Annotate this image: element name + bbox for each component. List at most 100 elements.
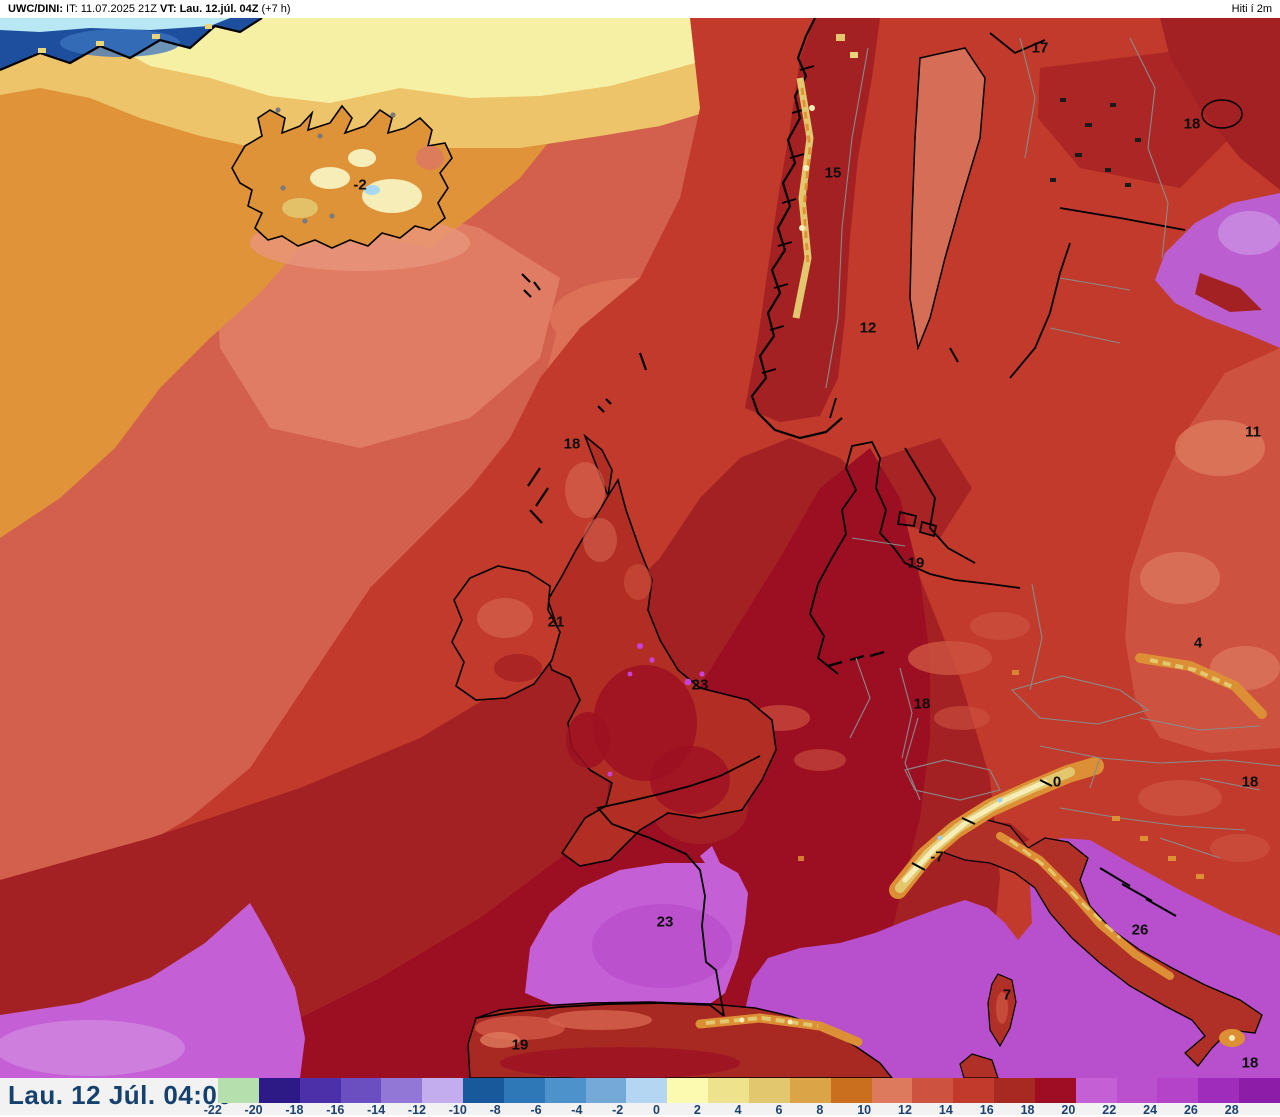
- legend-cell: [1198, 1078, 1240, 1103]
- country-borders: [825, 37, 1280, 859]
- temperature-label: 7: [1003, 987, 1011, 1004]
- footer-bar: Lau. 12 Júl. 04:00 -22 -20 -18 -16 -14 -12 -10…: [0, 1078, 1280, 1117]
- temperature-label: 4: [1194, 635, 1203, 652]
- lead-time: (+7 h): [258, 3, 291, 15]
- carpathians: [1135, 653, 1267, 719]
- legend-cell: [258, 1078, 300, 1103]
- east-salmon-region: [1125, 348, 1280, 753]
- legend-tick: 12: [898, 1103, 912, 1117]
- ireland-group: [451, 565, 561, 701]
- legend-cell: [381, 1078, 423, 1103]
- legend-cell: [1075, 1078, 1117, 1103]
- legend-cell: [871, 1078, 913, 1103]
- temperature-label: 19: [512, 1037, 529, 1054]
- valid-datetime: Lau. 12 Júl. 04:00: [8, 1080, 233, 1110]
- legend-cell: [708, 1078, 749, 1103]
- italy-group: [930, 817, 1263, 1078]
- temperature-label: 23: [692, 677, 709, 694]
- legend-tick: 2: [693, 1103, 701, 1117]
- legend-tick: -20: [244, 1103, 263, 1117]
- temperature-label: 12: [860, 320, 877, 337]
- legend-tick: 22: [1102, 1103, 1117, 1117]
- legend-tick: -18: [285, 1103, 304, 1117]
- legend-tick: 4: [734, 1103, 742, 1117]
- header-bar: UWC/DINI: IT: 11.07.2025 21Z VT: Lau. 12…: [0, 0, 1280, 18]
- temperature-label: 18: [1242, 1055, 1259, 1072]
- legend-tick: 24: [1143, 1103, 1158, 1117]
- legend-tick: -2: [612, 1103, 624, 1117]
- legend-tick: 28: [1224, 1103, 1239, 1117]
- legend-tick: -14: [367, 1103, 386, 1117]
- alps-group: [889, 757, 1104, 899]
- color-scale-ticks: -22 -20 -18 -16 -14 -12 -10 -8 -6 -4 -2 0 2 4 6 8 10 12 14…: [204, 1103, 1280, 1117]
- temperature-label: -2: [353, 177, 366, 194]
- legend-cell: [1116, 1078, 1158, 1103]
- small-islands: [521, 273, 648, 524]
- legend-tick: -22: [203, 1103, 222, 1117]
- legend-cell: [953, 1078, 995, 1103]
- legend-tick: 18: [1020, 1103, 1035, 1117]
- legend-cell: [503, 1078, 545, 1103]
- station-dots: [275, 107, 396, 224]
- temperature-label: 23: [657, 914, 674, 931]
- legend-tick: 26: [1183, 1103, 1198, 1117]
- legend-tick: -4: [571, 1103, 583, 1117]
- temperature-map: -2 17 15 18 12 11 18 19 21 23 18 4 0 18 -7 23 26 7 19 18: [0, 18, 1280, 1078]
- temperature-label: 17: [1032, 40, 1049, 57]
- dinarides: [1112, 816, 1204, 879]
- spain-group: [467, 1001, 893, 1078]
- legend-cell: [585, 1078, 627, 1103]
- norway-coast: [750, 18, 858, 440]
- legend-cell: [299, 1078, 341, 1103]
- legend-tick: 16: [979, 1103, 994, 1117]
- legend-tick: 20: [1061, 1103, 1076, 1117]
- temperature-label: 18: [564, 436, 581, 453]
- legend-cell: [1034, 1078, 1076, 1103]
- pale-yellow-band: [95, 18, 775, 103]
- legend-tick: 8: [816, 1103, 824, 1117]
- legend-cell: [463, 1078, 504, 1103]
- great-britain-group: [543, 433, 777, 867]
- init-time: IT: 11.07.2025 21Z: [63, 3, 161, 15]
- legend-tick: 14: [938, 1103, 953, 1117]
- legend-tick: -10: [448, 1103, 467, 1117]
- legend-tick: -16: [326, 1103, 345, 1117]
- sardinia: [959, 1053, 999, 1078]
- temperature-label: 26: [1132, 922, 1149, 939]
- legend-tick: 0: [652, 1103, 660, 1117]
- parameter-title: Hiti í 2m: [1231, 3, 1272, 15]
- finnish-lakes: [1050, 98, 1141, 187]
- temperature-label: -7: [930, 849, 943, 866]
- temperature-label: 18: [914, 696, 931, 713]
- legend-cell: [748, 1078, 790, 1103]
- legend-cell: [667, 1078, 709, 1103]
- temperature-labels: -2 17 15 18 12 11 18 19 21 23 18 4 0 18 -7 23 26 7 19 18: [353, 40, 1261, 1072]
- legend-tick: 6: [775, 1103, 783, 1117]
- legend-cell: [422, 1078, 464, 1103]
- legend-cell: [544, 1078, 586, 1103]
- run-info: UWC/DINI: IT: 11.07.2025 21Z VT: Lau. 12…: [8, 3, 291, 15]
- legend-cell: [830, 1078, 872, 1103]
- legend-cell: [218, 1078, 259, 1103]
- legend-tick: -8: [489, 1103, 501, 1117]
- baltic-group: [904, 32, 1243, 564]
- legend-cell: [789, 1078, 831, 1103]
- temperature-label: 19: [908, 555, 925, 572]
- legend-tick: -6: [530, 1103, 542, 1117]
- legend-cell: [994, 1078, 1035, 1103]
- temperature-label: 21: [548, 614, 565, 631]
- urban-heat-dots: [607, 643, 705, 777]
- color-scale-cells: [218, 1078, 1280, 1103]
- temperature-label: 18: [1242, 774, 1259, 791]
- italy-peninsula: [934, 817, 1263, 1067]
- color-scale: -22 -20 -18 -16 -14 -12 -10 -8 -6 -4 -2 0 2 4 6 8 10 12 14…: [204, 1078, 1280, 1117]
- temperature-label: 18: [1184, 116, 1201, 133]
- legend-cell: [340, 1078, 382, 1103]
- france-coast: [475, 755, 761, 1019]
- legend-cell: [1157, 1078, 1199, 1103]
- greenland-coastline: [0, 18, 263, 72]
- iceland-group: [231, 104, 470, 271]
- legend-cell: [1239, 1078, 1280, 1103]
- legend-cell: [912, 1078, 954, 1103]
- temperature-label: 11: [1245, 424, 1261, 441]
